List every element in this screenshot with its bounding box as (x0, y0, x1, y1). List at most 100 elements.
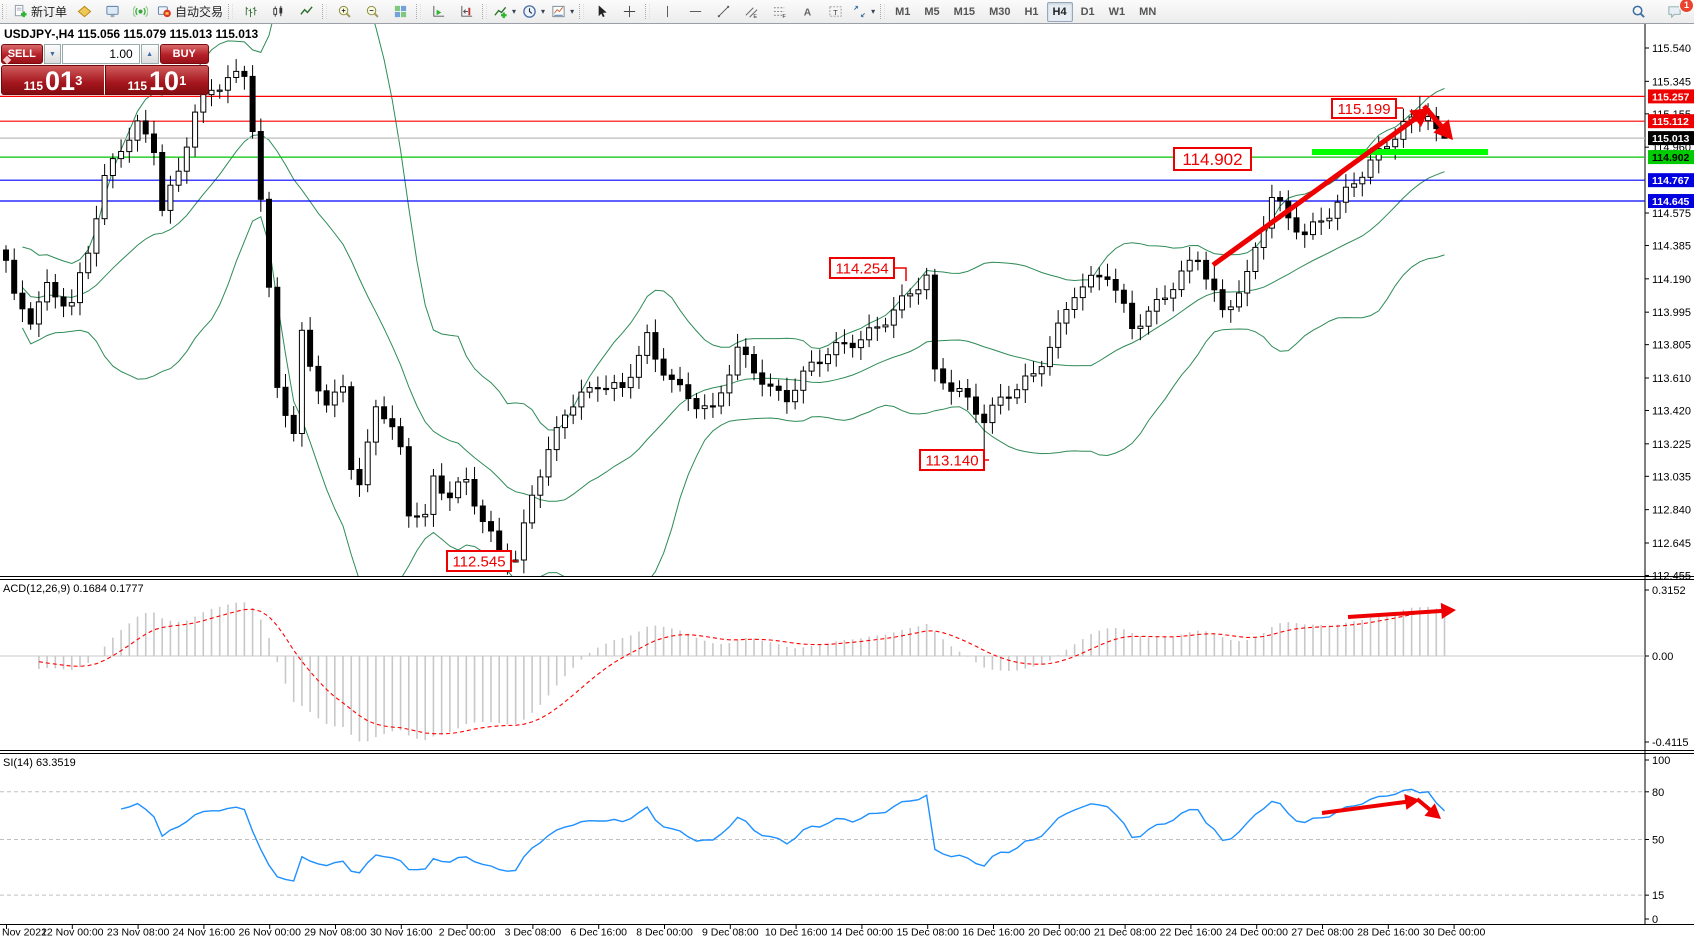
hline-icon (689, 11, 701, 12)
price-tick-label: 114.575 (1652, 208, 1691, 220)
equidistant-channel-button[interactable]: E (737, 1, 765, 23)
notifications-button[interactable]: 1 (1660, 0, 1694, 23)
toolbar-grip (880, 4, 886, 19)
trend-arrow-1[interactable] (1211, 108, 1430, 268)
price-tick-label: 114.190 (1652, 274, 1691, 286)
zoom-in-button[interactable] (330, 1, 358, 23)
annotation-label-115.199[interactable]: 115.199 (1331, 98, 1403, 119)
notification-badge: 1 (1679, 0, 1694, 13)
time-tick-label: 3 Dec 08:00 (505, 927, 562, 937)
data-window-button[interactable] (98, 1, 126, 23)
fibonacci-button[interactable]: F (765, 1, 793, 23)
volume-input[interactable]: 1.00 (62, 44, 140, 64)
search-button[interactable] (1624, 1, 1652, 23)
timeframe-h4-button[interactable]: H4 (1046, 1, 1073, 22)
price-badge-115.112: 115.112 (1648, 114, 1694, 129)
auto-trading-button[interactable]: 自动交易 (154, 1, 226, 23)
green-highlight-bar[interactable] (1312, 149, 1488, 155)
timeframe-m15-button[interactable]: M15 (953, 5, 976, 18)
price-tick-label: 115.345 (1652, 76, 1691, 88)
candlestick-chart-button[interactable] (264, 1, 292, 23)
indicators-button[interactable]: ▾ (490, 1, 519, 23)
svg-text:113.140: 113.140 (925, 452, 978, 469)
chartshift-icon (460, 5, 472, 17)
new-order-button[interactable]: 新订单 (10, 1, 70, 23)
add-indicator-icon (494, 6, 507, 19)
gold-book-icon (77, 5, 91, 18)
bar-chart-button[interactable] (236, 1, 264, 23)
price-axis: 115.540115.345115.155114.960114.575114.3… (1645, 43, 1694, 582)
svg-text:115.199: 115.199 (1337, 101, 1390, 118)
annotation-label-112.545[interactable]: 112.545 (446, 550, 517, 572)
sell-price-button[interactable]: 115 01 3 (1, 65, 105, 95)
trendline-button[interactable] (709, 1, 737, 23)
time-tick-label: 22 Nov 00:00 (41, 927, 104, 937)
label-T-icon: T (828, 6, 842, 17)
crosshair-button[interactable] (615, 1, 643, 23)
trend-arrow-4[interactable] (1321, 794, 1420, 815)
vertical-line-button[interactable] (653, 1, 681, 23)
trend-arrow-5[interactable] (1415, 797, 1441, 819)
timeframe-h1-button[interactable]: H1 (1024, 5, 1039, 18)
time-tick-label: 10 Dec 16:00 (765, 927, 828, 937)
doc-plus-icon (14, 4, 27, 18)
text-label-button[interactable]: T (821, 1, 849, 23)
periods-button[interactable]: ▾ (519, 1, 548, 23)
macd-signal-line (38, 608, 1445, 735)
annotations-layer: 115.199 114.902 114.254 113.140 112.545 (446, 98, 1488, 819)
buy-button[interactable]: BUY (159, 44, 209, 64)
timeframe-m5-button[interactable]: M5 (924, 5, 940, 18)
autoscroll-icon (432, 5, 444, 17)
time-tick-label: 22 Dec 16:00 (1160, 927, 1223, 937)
annotation-label-114.902[interactable]: 114.902 (1173, 147, 1252, 171)
one-click-trading-panel: SELL ▼ 1.00 ▲ BUY 115 01 3 115 10 1 (1, 44, 209, 95)
tile-windows-button[interactable] (386, 1, 414, 23)
buy-price-button[interactable]: 115 10 1 (105, 65, 209, 95)
annotation-label-114.254[interactable]: 114.254 (829, 257, 907, 281)
sell-price-pip: 3 (75, 73, 83, 88)
trend-arrow-2[interactable] (1422, 104, 1453, 140)
template-icon (552, 5, 565, 18)
horizontal-line-button[interactable] (681, 1, 709, 23)
market-watch-button[interactable] (70, 1, 98, 23)
timeframe-m30-button[interactable]: M30 (989, 5, 1011, 18)
timeframe-m1-button[interactable]: M1 (895, 5, 911, 18)
signals-button[interactable] (126, 1, 154, 23)
search-icon (1632, 5, 1645, 18)
rsi-tick-label: 50 (1652, 835, 1664, 847)
arrows-tool-button[interactable]: ▾ (849, 1, 878, 23)
sell-button[interactable]: SELL (1, 44, 43, 64)
time-tick-label: Nov 2021 (2, 927, 47, 937)
trend-arrow-3[interactable] (1347, 602, 1456, 619)
toolbar-grip (2, 4, 7, 19)
volume-decrease-button[interactable]: ▼ (43, 44, 62, 64)
timeframe-d1-button[interactable]: D1 (1080, 5, 1095, 18)
zoom-out-button[interactable] (358, 1, 386, 23)
svg-text:115.257: 115.257 (1652, 91, 1690, 103)
line-chart-button[interactable] (292, 1, 320, 23)
dropdown-arrow-icon: ▾ (570, 7, 575, 16)
zoom-out-icon (366, 5, 379, 18)
volume-increase-button[interactable]: ▲ (140, 44, 159, 64)
templates-button[interactable]: ▾ (548, 1, 577, 23)
text-button[interactable]: A (793, 1, 821, 23)
timeframe-w1-button[interactable]: W1 (1108, 5, 1126, 18)
rsi-label: SI(14) 63.3519 (3, 757, 76, 769)
signal-icon (132, 5, 148, 18)
time-tick-label: 2 Dec 00:00 (439, 927, 496, 937)
annotation-label-113.140[interactable]: 113.140 (919, 449, 989, 471)
timeframe-mn-button[interactable]: MN (1139, 5, 1157, 18)
time-tick-label: 27 Dec 08:00 (1291, 927, 1354, 937)
cursor-button[interactable] (587, 1, 615, 23)
toolbar-grip (416, 4, 422, 19)
price-tick-label: 113.995 (1652, 307, 1691, 319)
chart-shift-button[interactable] (452, 1, 480, 23)
auto-scroll-button[interactable] (424, 1, 452, 23)
macd-panel (0, 602, 1645, 742)
auto-trading-button-label: 自动交易 (175, 5, 224, 19)
bars-icon (245, 6, 257, 18)
svg-text:112.545: 112.545 (452, 553, 505, 570)
cursor-icon (598, 5, 607, 18)
